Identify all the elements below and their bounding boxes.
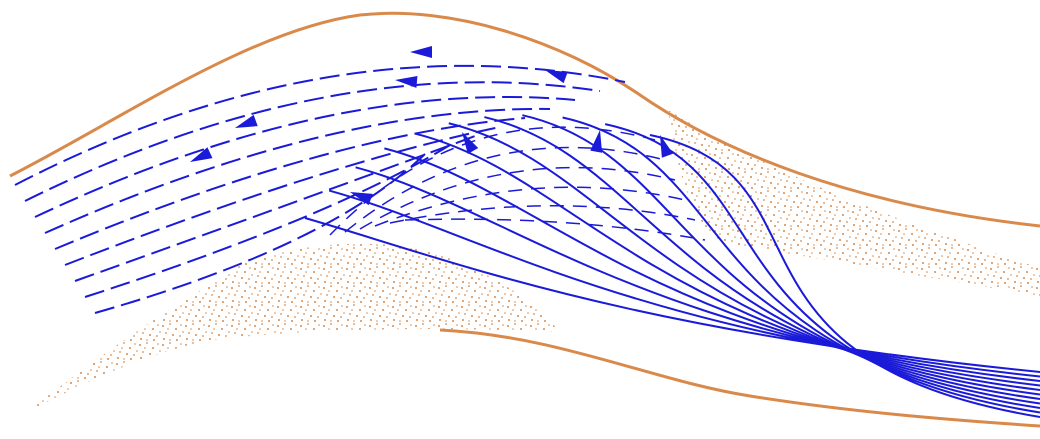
cross-line: [405, 219, 705, 240]
lower-boundary: [440, 330, 1040, 426]
cross-line: [330, 127, 655, 235]
arrow: [410, 46, 432, 58]
flow-diagram: [0, 0, 1040, 439]
page: (() => { const svg = document.getElement…: [0, 0, 1040, 439]
arrow: [543, 64, 568, 83]
